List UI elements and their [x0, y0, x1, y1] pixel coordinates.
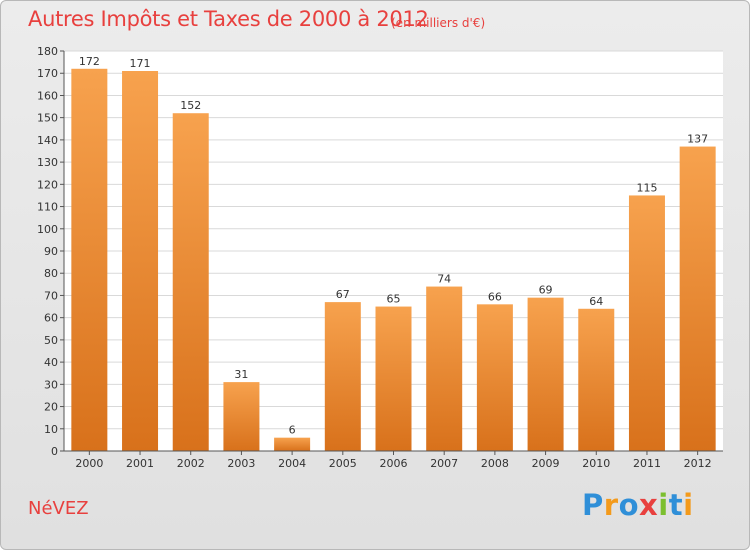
logo-letter: r: [603, 488, 619, 522]
bar: [71, 68, 108, 452]
data-label: 31: [234, 368, 248, 381]
y-tick-label: 20: [44, 401, 58, 414]
y-tick-label: 60: [44, 312, 58, 325]
data-label: 171: [130, 57, 151, 70]
logo-letter: t: [668, 488, 684, 522]
bar: [476, 304, 513, 451]
y-tick-label: 140: [37, 134, 58, 147]
chart-title: Autres Impôts et Taxes de 2000 à 2012: [28, 7, 429, 31]
y-tick-label: 50: [44, 334, 58, 347]
data-label: 67: [336, 288, 350, 301]
chart-subtitle: (en milliers d'€): [391, 16, 486, 30]
x-tick-label: 2001: [126, 457, 154, 470]
data-label: 137: [687, 133, 708, 146]
x-tick-label: 2003: [227, 457, 255, 470]
data-label: 152: [180, 99, 201, 112]
logo-letter: P: [582, 488, 604, 522]
x-tick-label: 2007: [430, 457, 458, 470]
bar: [578, 308, 615, 451]
y-tick-label: 110: [37, 201, 58, 214]
data-label: 69: [539, 284, 553, 297]
x-tick-label: 2000: [75, 457, 103, 470]
bar: [375, 306, 412, 451]
bar: [122, 71, 159, 451]
bar: [274, 437, 311, 451]
x-tick-label: 2008: [481, 457, 509, 470]
data-label: 66: [488, 290, 502, 303]
bar: [527, 297, 564, 451]
data-label: 172: [79, 55, 100, 68]
y-tick-label: 150: [37, 112, 58, 125]
y-tick-label: 100: [37, 223, 58, 236]
y-tick-label: 70: [44, 289, 58, 302]
x-tick-label: 2012: [684, 457, 712, 470]
data-label: 6: [289, 424, 296, 437]
bar: [223, 382, 260, 451]
data-label: 74: [437, 273, 451, 286]
logo-letter: i: [658, 488, 669, 522]
x-tick-label: 2004: [278, 457, 306, 470]
x-tick-label: 2009: [532, 457, 560, 470]
y-tick-label: 40: [44, 356, 58, 369]
logo-letter: o: [618, 488, 640, 522]
bars: 172 171 152 31 6 67 65 74 66 69 64 115 137: [71, 55, 716, 452]
data-label: 115: [636, 181, 657, 194]
proxiti-logo: Proxiti: [582, 488, 694, 522]
x-tick-label: 2005: [329, 457, 357, 470]
data-label: 65: [387, 293, 401, 306]
bar: [324, 302, 361, 451]
bar: [628, 195, 665, 451]
logo-letter: x: [639, 488, 659, 522]
y-tick-label: 160: [37, 89, 58, 102]
commune-name: NéVEZ: [28, 498, 89, 519]
bar: [172, 113, 209, 451]
y-tick-label: 80: [44, 267, 58, 280]
x-axis-ticks: 2000 2001 2002 2003 2004 2005 2006 2007 2008 2009…: [75, 451, 712, 470]
y-tick-label: 120: [37, 178, 58, 191]
bar: [426, 286, 463, 451]
data-label: 64: [589, 295, 603, 308]
y-tick-label: 30: [44, 378, 58, 391]
y-tick-label: 180: [37, 45, 58, 58]
logo-letter: i: [683, 488, 694, 522]
y-tick-label: 0: [51, 445, 58, 458]
y-tick-label: 170: [37, 67, 58, 80]
x-tick-label: 2006: [380, 457, 408, 470]
y-tick-label: 90: [44, 245, 58, 258]
y-tick-label: 130: [37, 156, 58, 169]
x-tick-label: 2010: [582, 457, 610, 470]
x-tick-label: 2002: [177, 457, 205, 470]
x-tick-label: 2011: [633, 457, 661, 470]
y-axis-ticks: 0 10 20 30 40 50 60 70 80 90 100 110 120 130 140 150 160…: [37, 45, 64, 458]
y-tick-label: 10: [44, 423, 58, 436]
bar: [679, 146, 716, 452]
